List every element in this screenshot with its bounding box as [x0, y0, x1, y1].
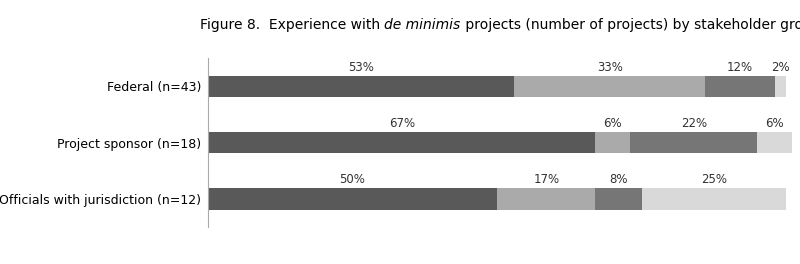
- Text: 53%: 53%: [348, 61, 374, 74]
- Text: projects (number of projects) by stakeholder group: projects (number of projects) by stakeho…: [461, 18, 800, 32]
- Bar: [642, 188, 786, 210]
- Text: 50%: 50%: [340, 173, 366, 186]
- Text: 8%: 8%: [610, 173, 628, 186]
- Bar: [208, 132, 595, 153]
- Text: 2%: 2%: [771, 61, 790, 74]
- Bar: [208, 188, 497, 210]
- Bar: [595, 188, 642, 210]
- Bar: [758, 132, 792, 153]
- Bar: [514, 76, 706, 97]
- Bar: [595, 132, 630, 153]
- Text: de minimis: de minimis: [385, 18, 461, 32]
- Text: 25%: 25%: [701, 173, 727, 186]
- Bar: [208, 76, 514, 97]
- Text: 17%: 17%: [533, 173, 559, 186]
- Text: 67%: 67%: [389, 117, 414, 130]
- Text: 12%: 12%: [727, 61, 753, 74]
- Text: 22%: 22%: [681, 117, 706, 130]
- Text: 33%: 33%: [597, 61, 622, 74]
- Bar: [774, 76, 786, 97]
- Bar: [706, 76, 774, 97]
- Text: Figure 8.  Experience with: Figure 8. Experience with: [200, 18, 385, 32]
- Bar: [497, 188, 595, 210]
- Bar: [630, 132, 758, 153]
- Text: 6%: 6%: [766, 117, 784, 130]
- Text: 6%: 6%: [603, 117, 622, 130]
